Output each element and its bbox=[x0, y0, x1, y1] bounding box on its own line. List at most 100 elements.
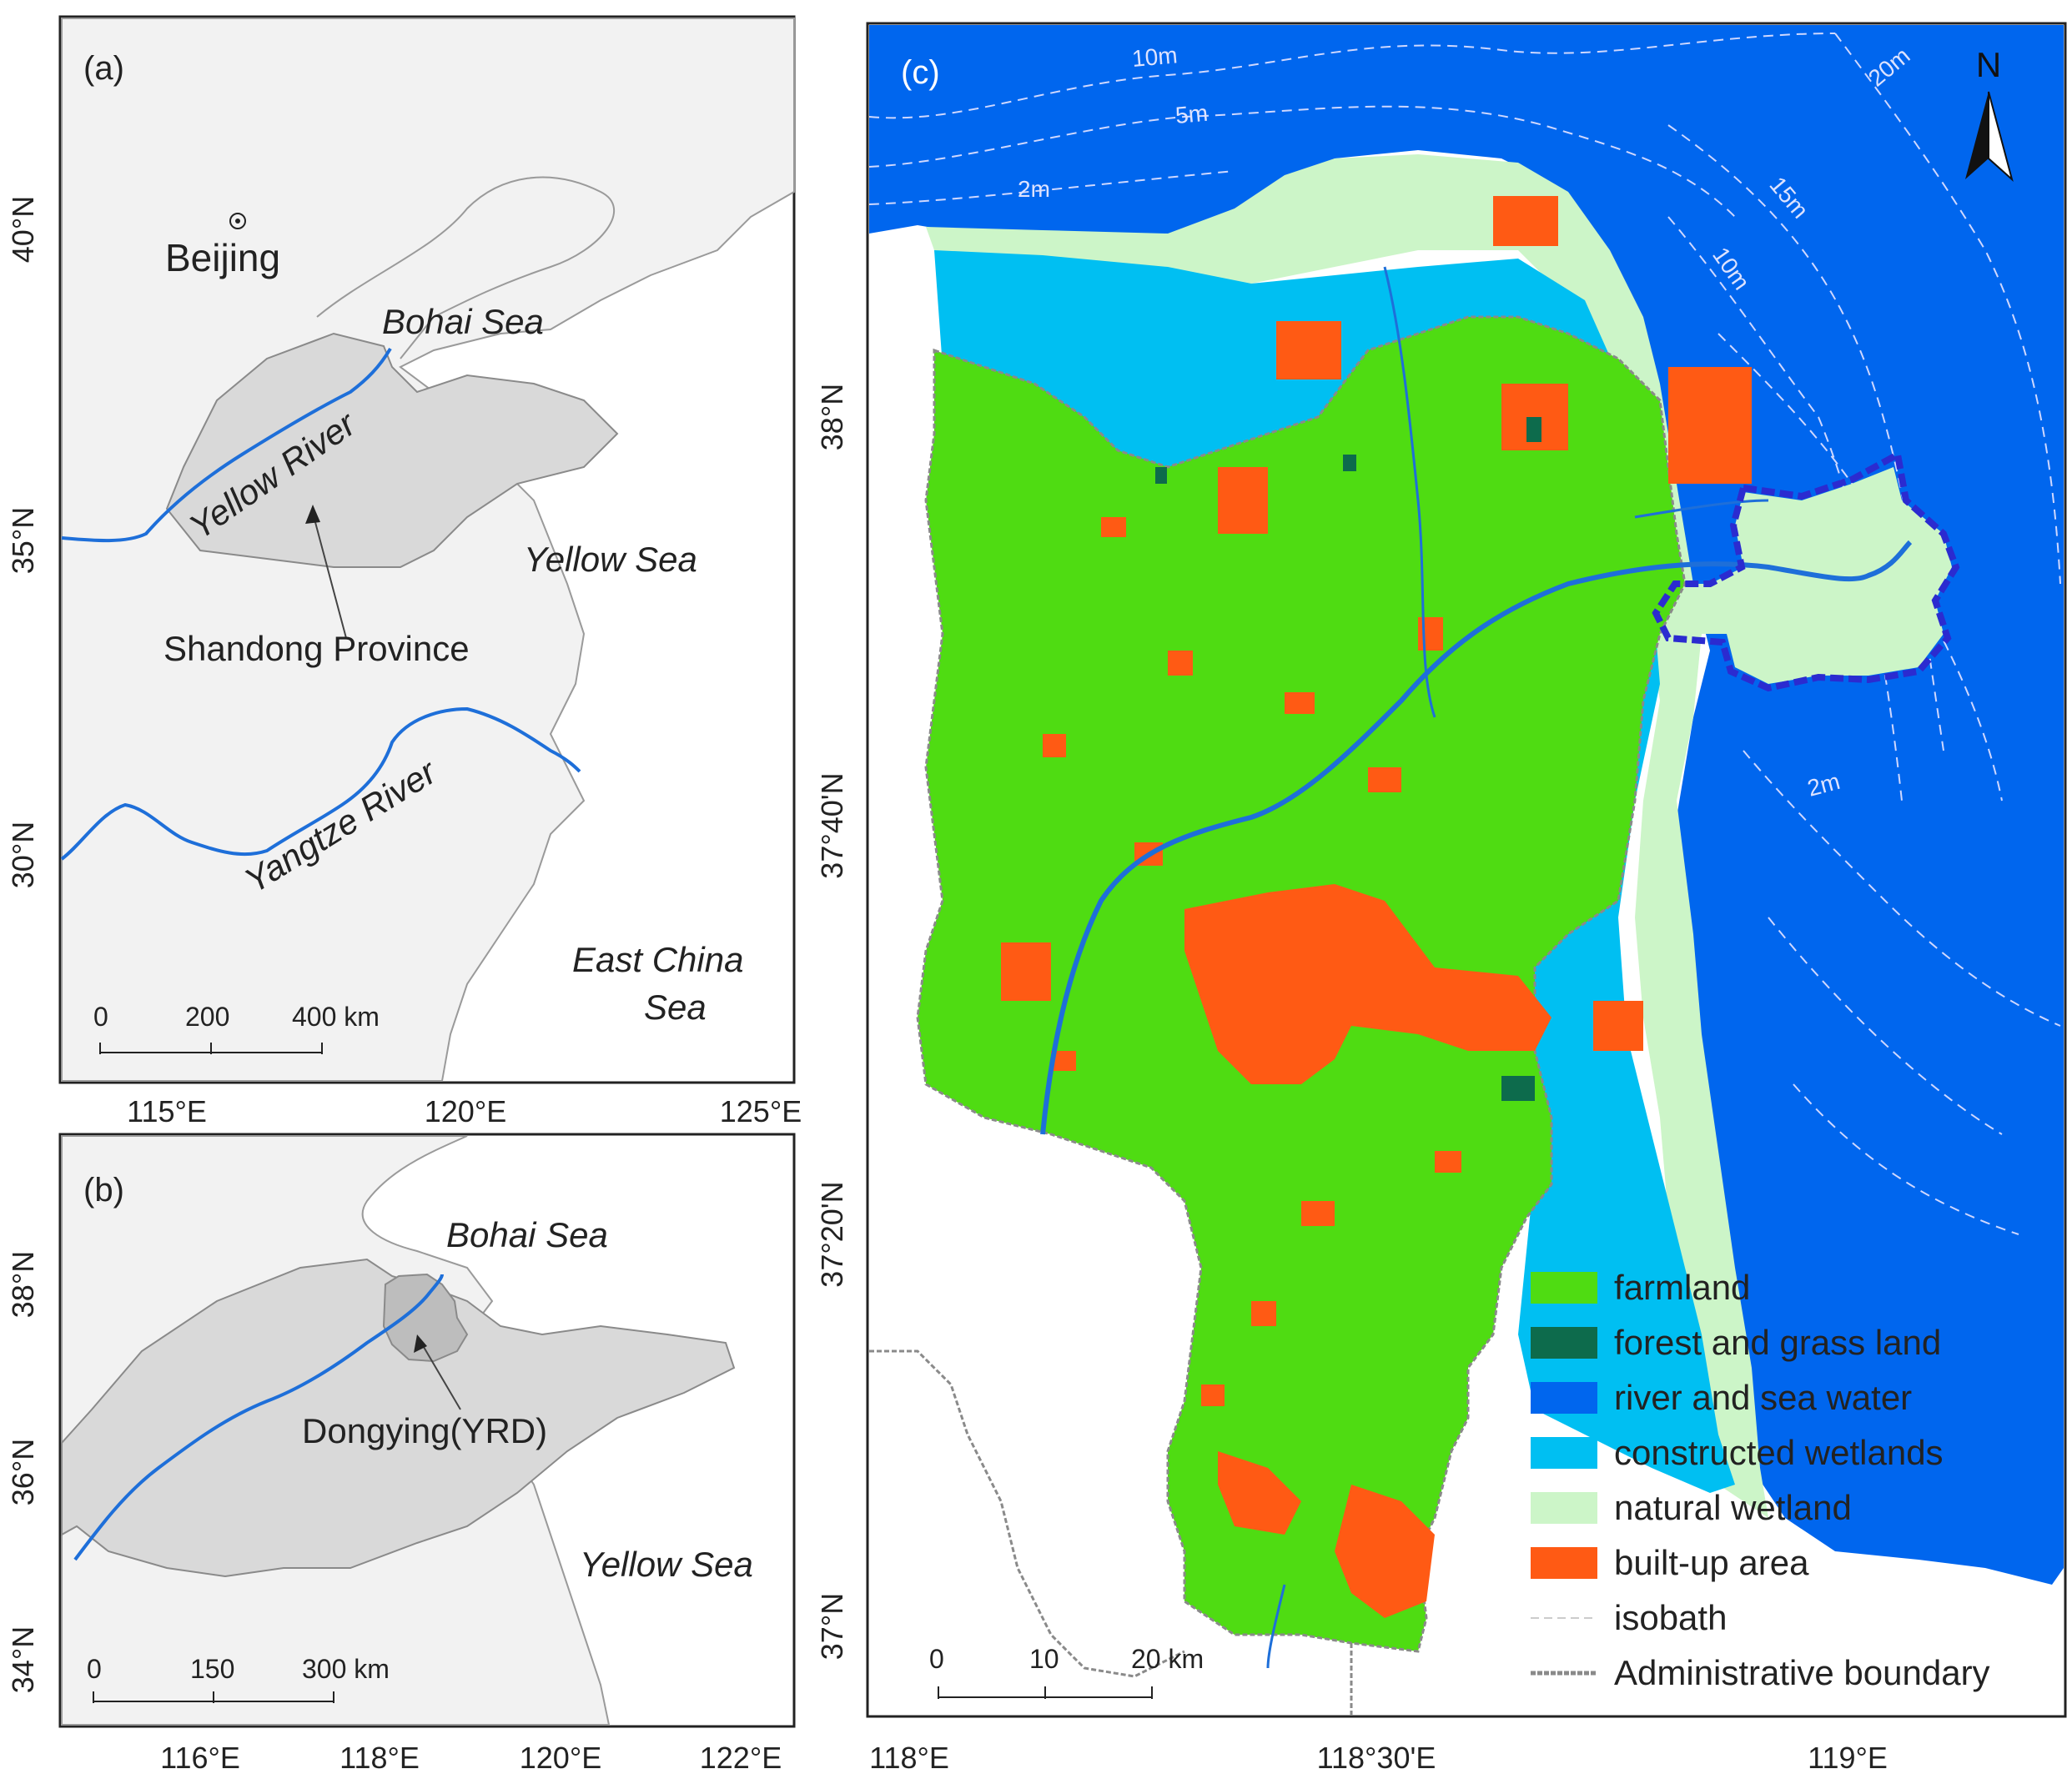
panel-a-scale-bar: 0 200 400 km bbox=[93, 1002, 380, 1054]
panel-b-lat-36: 36°N bbox=[6, 1439, 40, 1505]
legend-label-natural-wetland: natural wetland bbox=[1614, 1488, 1852, 1527]
built-up-patch-5 bbox=[1285, 692, 1315, 714]
beijing-marker-icon bbox=[229, 213, 246, 229]
legend-swatch-forest-and-grass-land bbox=[1531, 1327, 1597, 1359]
forest-patch-2 bbox=[1526, 417, 1541, 442]
panel-c-river-north bbox=[1383, 266, 1436, 718]
panel-a-lon-125: 125°E bbox=[720, 1094, 802, 1128]
panel-a-pointer-line bbox=[312, 512, 347, 639]
panel-c-lon-118: 118°E bbox=[869, 1741, 949, 1775]
legend-label-forest-and-grass-land: forest and grass land bbox=[1614, 1323, 1941, 1362]
built-up-block-ne bbox=[1668, 367, 1752, 484]
panel-c-lat-37: 37°N bbox=[815, 1593, 849, 1660]
built-up-patch-4 bbox=[1043, 734, 1066, 757]
built-up-patch-1 bbox=[1368, 767, 1401, 792]
panel-a-yangtze-river bbox=[60, 706, 581, 861]
panel-c-channel-east bbox=[1634, 499, 1769, 519]
panel-b-scale-0: 0 bbox=[87, 1654, 102, 1684]
legend: farmland forest and grass land river and s… bbox=[1531, 1268, 1990, 1692]
panel-b-scale-bar: 0 150 300 km bbox=[87, 1654, 390, 1703]
forest-patch-1 bbox=[1501, 1076, 1535, 1101]
legend-label-administrative-boundary: Administrative boundary bbox=[1614, 1653, 1990, 1692]
panel-a: (a) Beijing Bohai Sea Yellow Sea East Ch… bbox=[6, 15, 802, 1128]
panel-a-lon-115: 115°E bbox=[127, 1094, 207, 1128]
panel-a-label: (a) bbox=[83, 50, 124, 87]
panel-b-lon-122: 122°E bbox=[700, 1741, 782, 1775]
sea-area bbox=[869, 25, 2064, 1585]
panel-a-yellow-river bbox=[61, 347, 392, 543]
panel-a-bohai-sea-label: Bohai Sea bbox=[382, 302, 544, 341]
built-up-patch-6 bbox=[1418, 617, 1443, 651]
admin-boundary-sw bbox=[869, 1349, 1185, 1678]
isobath-label-10m-a: 10m bbox=[1131, 42, 1179, 72]
panel-a-scale-200: 200 bbox=[185, 1002, 229, 1032]
isobath-label-2m-a: 2m bbox=[1018, 176, 1050, 202]
panel-b-lon-116: 116°E bbox=[160, 1741, 240, 1775]
panel-c-lon-11830: 118°30'E bbox=[1317, 1741, 1436, 1775]
panel-a-lat-30: 30°N bbox=[6, 822, 40, 888]
panel-a-shandong bbox=[165, 332, 619, 568]
panel-c-yellow-river bbox=[1040, 540, 1913, 1135]
panel-c-scale-bar: 0 10 20 km bbox=[929, 1644, 1204, 1699]
north-arrow: N bbox=[1965, 45, 2014, 182]
legend-swatch-river-and-sea-water bbox=[1531, 1382, 1597, 1414]
panel-b-lon-118: 118°E bbox=[339, 1741, 420, 1775]
panel-c-scale-20: 20 km bbox=[1131, 1644, 1204, 1674]
shandong-province-label: Shandong Province bbox=[163, 629, 470, 668]
built-up-block-nw bbox=[1276, 321, 1341, 379]
legend-swatch-farmland bbox=[1531, 1272, 1597, 1304]
beijing-label: Beijing bbox=[165, 236, 280, 279]
panel-a-pointer-head bbox=[305, 505, 320, 524]
built-up-south bbox=[1335, 1485, 1435, 1618]
panel-a-sea-label: Sea bbox=[644, 987, 707, 1027]
panel-b-pointer-head bbox=[414, 1334, 427, 1353]
built-up-block-north bbox=[1493, 196, 1558, 246]
panel-b-lon-120: 120°E bbox=[520, 1741, 601, 1775]
forest-patch-4 bbox=[1155, 467, 1167, 484]
panel-c-scale-10: 10 bbox=[1029, 1644, 1059, 1674]
panel-a-lat-35: 35°N bbox=[6, 507, 40, 574]
legend-label-built-up-area: built-up area bbox=[1614, 1543, 1809, 1582]
built-up-east-1 bbox=[1593, 1001, 1643, 1051]
panel-a-east-china-label: East China bbox=[572, 940, 743, 979]
forest-grass-areas bbox=[1155, 417, 1541, 1101]
forest-patch-3 bbox=[1343, 455, 1356, 471]
legend-label-river-and-sea-water: river and sea water bbox=[1614, 1378, 1912, 1417]
panel-b-bohai-sea-label: Bohai Sea bbox=[446, 1215, 608, 1254]
dongying-region bbox=[382, 1273, 469, 1363]
panel-c-scale-0: 0 bbox=[929, 1644, 944, 1674]
panel-a-bohai-coast bbox=[316, 176, 616, 359]
panel-a-lon-120: 120°E bbox=[425, 1094, 506, 1128]
north-arrow-label: N bbox=[1976, 45, 2001, 84]
north-arrow-right-icon bbox=[1988, 91, 2014, 182]
panel-c-lat-3740: 37°40'N bbox=[815, 772, 849, 878]
built-up-city-center bbox=[1184, 884, 1551, 1084]
built-up-mid bbox=[1218, 467, 1268, 534]
legend-label-constructed-wetlands: constructed wetlands bbox=[1614, 1433, 1944, 1472]
panel-b-label: (b) bbox=[83, 1172, 124, 1209]
panel-a-yellow-sea-label: Yellow Sea bbox=[524, 540, 697, 579]
panel-b-scale-150: 150 bbox=[190, 1654, 234, 1684]
panel-c-lon-119: 119°E bbox=[1808, 1741, 1888, 1775]
panel-a-scale-400: 400 km bbox=[292, 1002, 380, 1032]
panel-b-pointer-line bbox=[420, 1342, 461, 1410]
built-up-patch-3 bbox=[1168, 651, 1193, 676]
panel-a-lat-40: 40°N bbox=[6, 196, 40, 263]
panel-c-lat-38: 38°N bbox=[815, 384, 849, 450]
panel-c-lat-3720: 37°20'N bbox=[815, 1181, 849, 1287]
legend-label-isobath: isobath bbox=[1614, 1598, 1727, 1637]
panel-c-river-south bbox=[1266, 1584, 1286, 1669]
panel-b-lat-34: 34°N bbox=[6, 1626, 40, 1693]
panel-b: (b) Bohai Sea Yellow Sea Dongying(YRD) 0… bbox=[6, 1133, 796, 1775]
legend-label-farmland: farmland bbox=[1614, 1268, 1750, 1307]
legend-swatch-built-up-area bbox=[1531, 1547, 1597, 1579]
isobath-label-5m: 5m bbox=[1174, 100, 1209, 128]
built-up-patch-8 bbox=[1301, 1201, 1335, 1226]
panel-b-shandong bbox=[61, 1258, 736, 1578]
highlighted-delta-outline bbox=[1652, 449, 1960, 692]
beijing-marker-dot-icon bbox=[235, 219, 240, 224]
built-up-patch-9 bbox=[1251, 1301, 1276, 1326]
panel-b-yellow-river bbox=[73, 1274, 444, 1561]
built-up-patch-10 bbox=[1435, 1151, 1461, 1173]
